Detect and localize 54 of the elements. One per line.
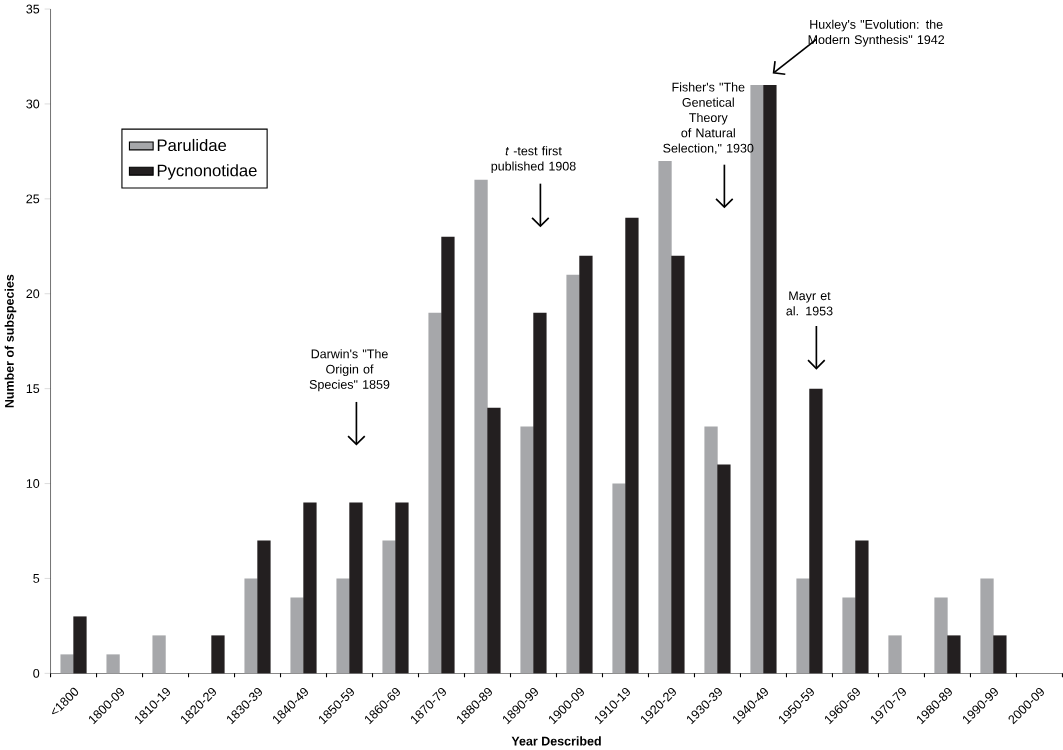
bar bbox=[566, 274, 580, 674]
y-tick-label: 10 bbox=[26, 479, 40, 488]
bar bbox=[993, 635, 1007, 674]
bar bbox=[441, 236, 455, 674]
bar bbox=[303, 502, 317, 674]
bar bbox=[763, 84, 777, 674]
annotation: Darwin's "The Origin of Species" 1859 bbox=[309, 349, 390, 392]
bar bbox=[717, 464, 731, 674]
y-tick-label: 20 bbox=[26, 289, 40, 299]
legend-label: Pycnonotidae bbox=[157, 164, 257, 180]
bar bbox=[533, 312, 547, 674]
y-tick-label: 0 bbox=[33, 668, 40, 678]
bar bbox=[947, 635, 961, 674]
bar bbox=[980, 578, 994, 674]
bar bbox=[428, 312, 442, 674]
bar bbox=[796, 578, 810, 674]
bar bbox=[579, 255, 593, 674]
bar bbox=[395, 502, 409, 674]
y-axis-title: Number of subspecies bbox=[4, 274, 17, 408]
annotation: Fisher's "The Genetical Theory of Natural Selection," 1930 bbox=[663, 82, 754, 155]
y-tick-label: 5 bbox=[33, 574, 40, 583]
bar bbox=[73, 616, 87, 674]
annotation: Mayr et al. 1953 bbox=[786, 291, 833, 316]
bar bbox=[211, 635, 225, 674]
annotation: Huxley's "Evolution: the Modern Synthesis" 1942 bbox=[808, 19, 945, 47]
bar bbox=[855, 540, 869, 674]
bar bbox=[152, 635, 166, 674]
x-axis-title: Year Described bbox=[511, 736, 601, 746]
bar bbox=[612, 483, 626, 674]
y-tick-label: 25 bbox=[26, 194, 40, 204]
bar bbox=[244, 578, 258, 674]
annotation: t -test first published 1908 bbox=[491, 146, 576, 173]
bar bbox=[349, 502, 363, 674]
bar bbox=[60, 654, 74, 674]
bar bbox=[487, 407, 501, 674]
bar bbox=[842, 597, 856, 674]
y-tick-label: 35 bbox=[26, 4, 40, 14]
bar bbox=[520, 426, 534, 674]
bar bbox=[290, 597, 304, 674]
bar bbox=[625, 217, 639, 674]
bar bbox=[934, 597, 948, 674]
bar bbox=[106, 654, 120, 674]
bar bbox=[336, 578, 350, 674]
y-tick-label: 30 bbox=[26, 99, 40, 109]
y-tick-label: 15 bbox=[26, 384, 40, 393]
bar bbox=[809, 388, 823, 674]
bar bbox=[671, 255, 685, 674]
bar bbox=[888, 635, 902, 674]
bar bbox=[382, 540, 396, 674]
bar bbox=[257, 540, 271, 674]
legend-label: Parulidae bbox=[157, 138, 227, 152]
bar bbox=[474, 179, 488, 674]
bar bbox=[658, 160, 672, 674]
bar bbox=[704, 426, 718, 674]
